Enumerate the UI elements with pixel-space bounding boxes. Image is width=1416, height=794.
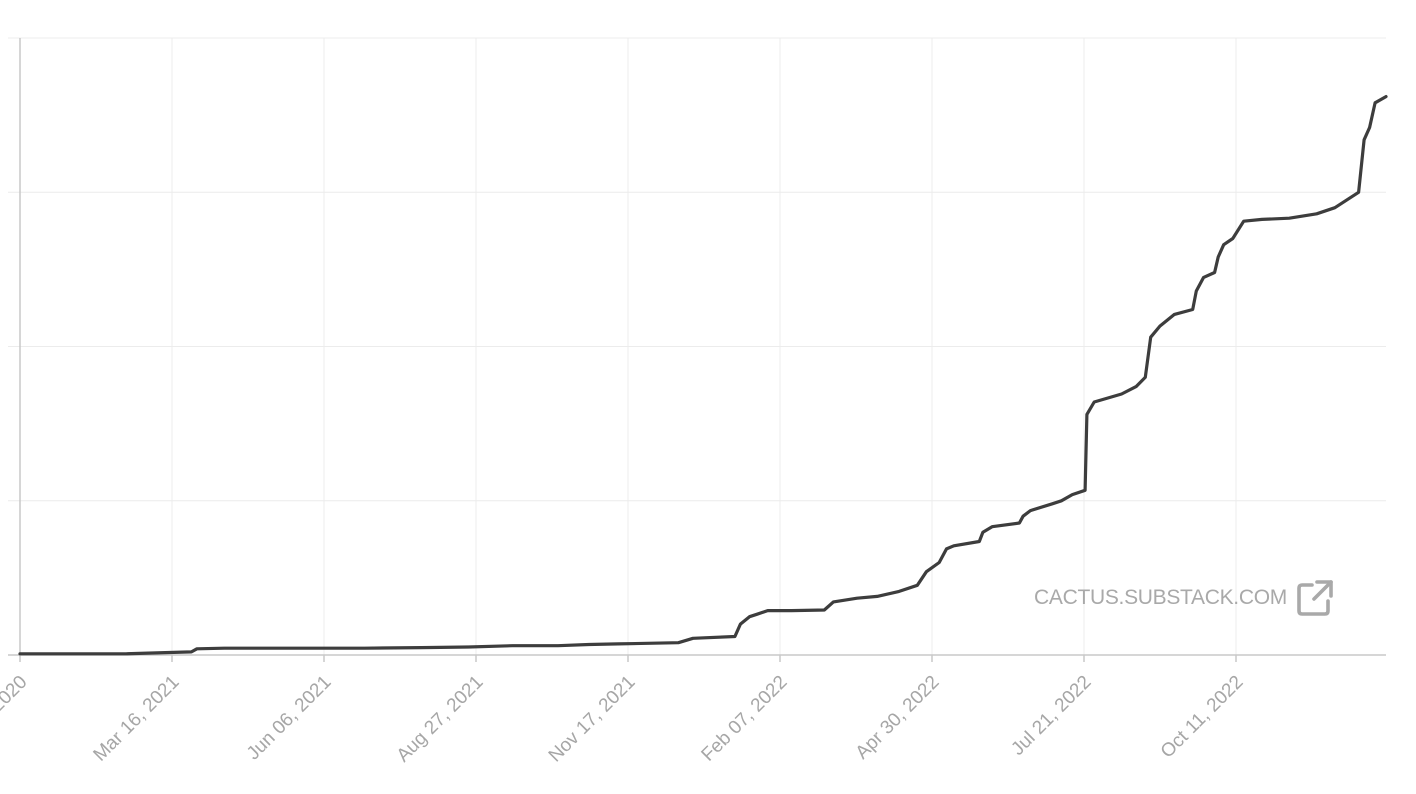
series-line <box>18 95 1388 656</box>
x-tick-label: Feb 07, 2022 <box>698 672 792 766</box>
grid <box>8 37 1386 655</box>
x-tick-label: Jul 21, 2022 <box>1007 672 1095 760</box>
x-tick-label: Jun 06, 2021 <box>243 672 336 765</box>
x-axis-tick-labels: Dec 24, 2020 Mar 16, 2021 Jun 06, 2021 Aug … <box>0 672 1248 767</box>
source-watermark[interactable]: CACTUS.SUBSTACK.COM <box>1034 578 1335 618</box>
watermark-text: CACTUS.SUBSTACK.COM <box>1034 586 1287 609</box>
series-layer <box>18 95 1388 656</box>
x-tick-label: Dec 24, 2020 <box>0 672 32 767</box>
external-link-icon <box>1295 578 1335 618</box>
x-tick-label: Aug 27, 2021 <box>393 672 488 767</box>
x-tick-label: Oct 11, 2022 <box>1157 672 1248 763</box>
axes <box>8 38 1386 662</box>
x-tick-label: Nov 17, 2021 <box>545 672 640 767</box>
x-tick-label: Apr 30, 2022 <box>852 672 944 764</box>
x-tick-label: Mar 16, 2021 <box>90 672 184 766</box>
